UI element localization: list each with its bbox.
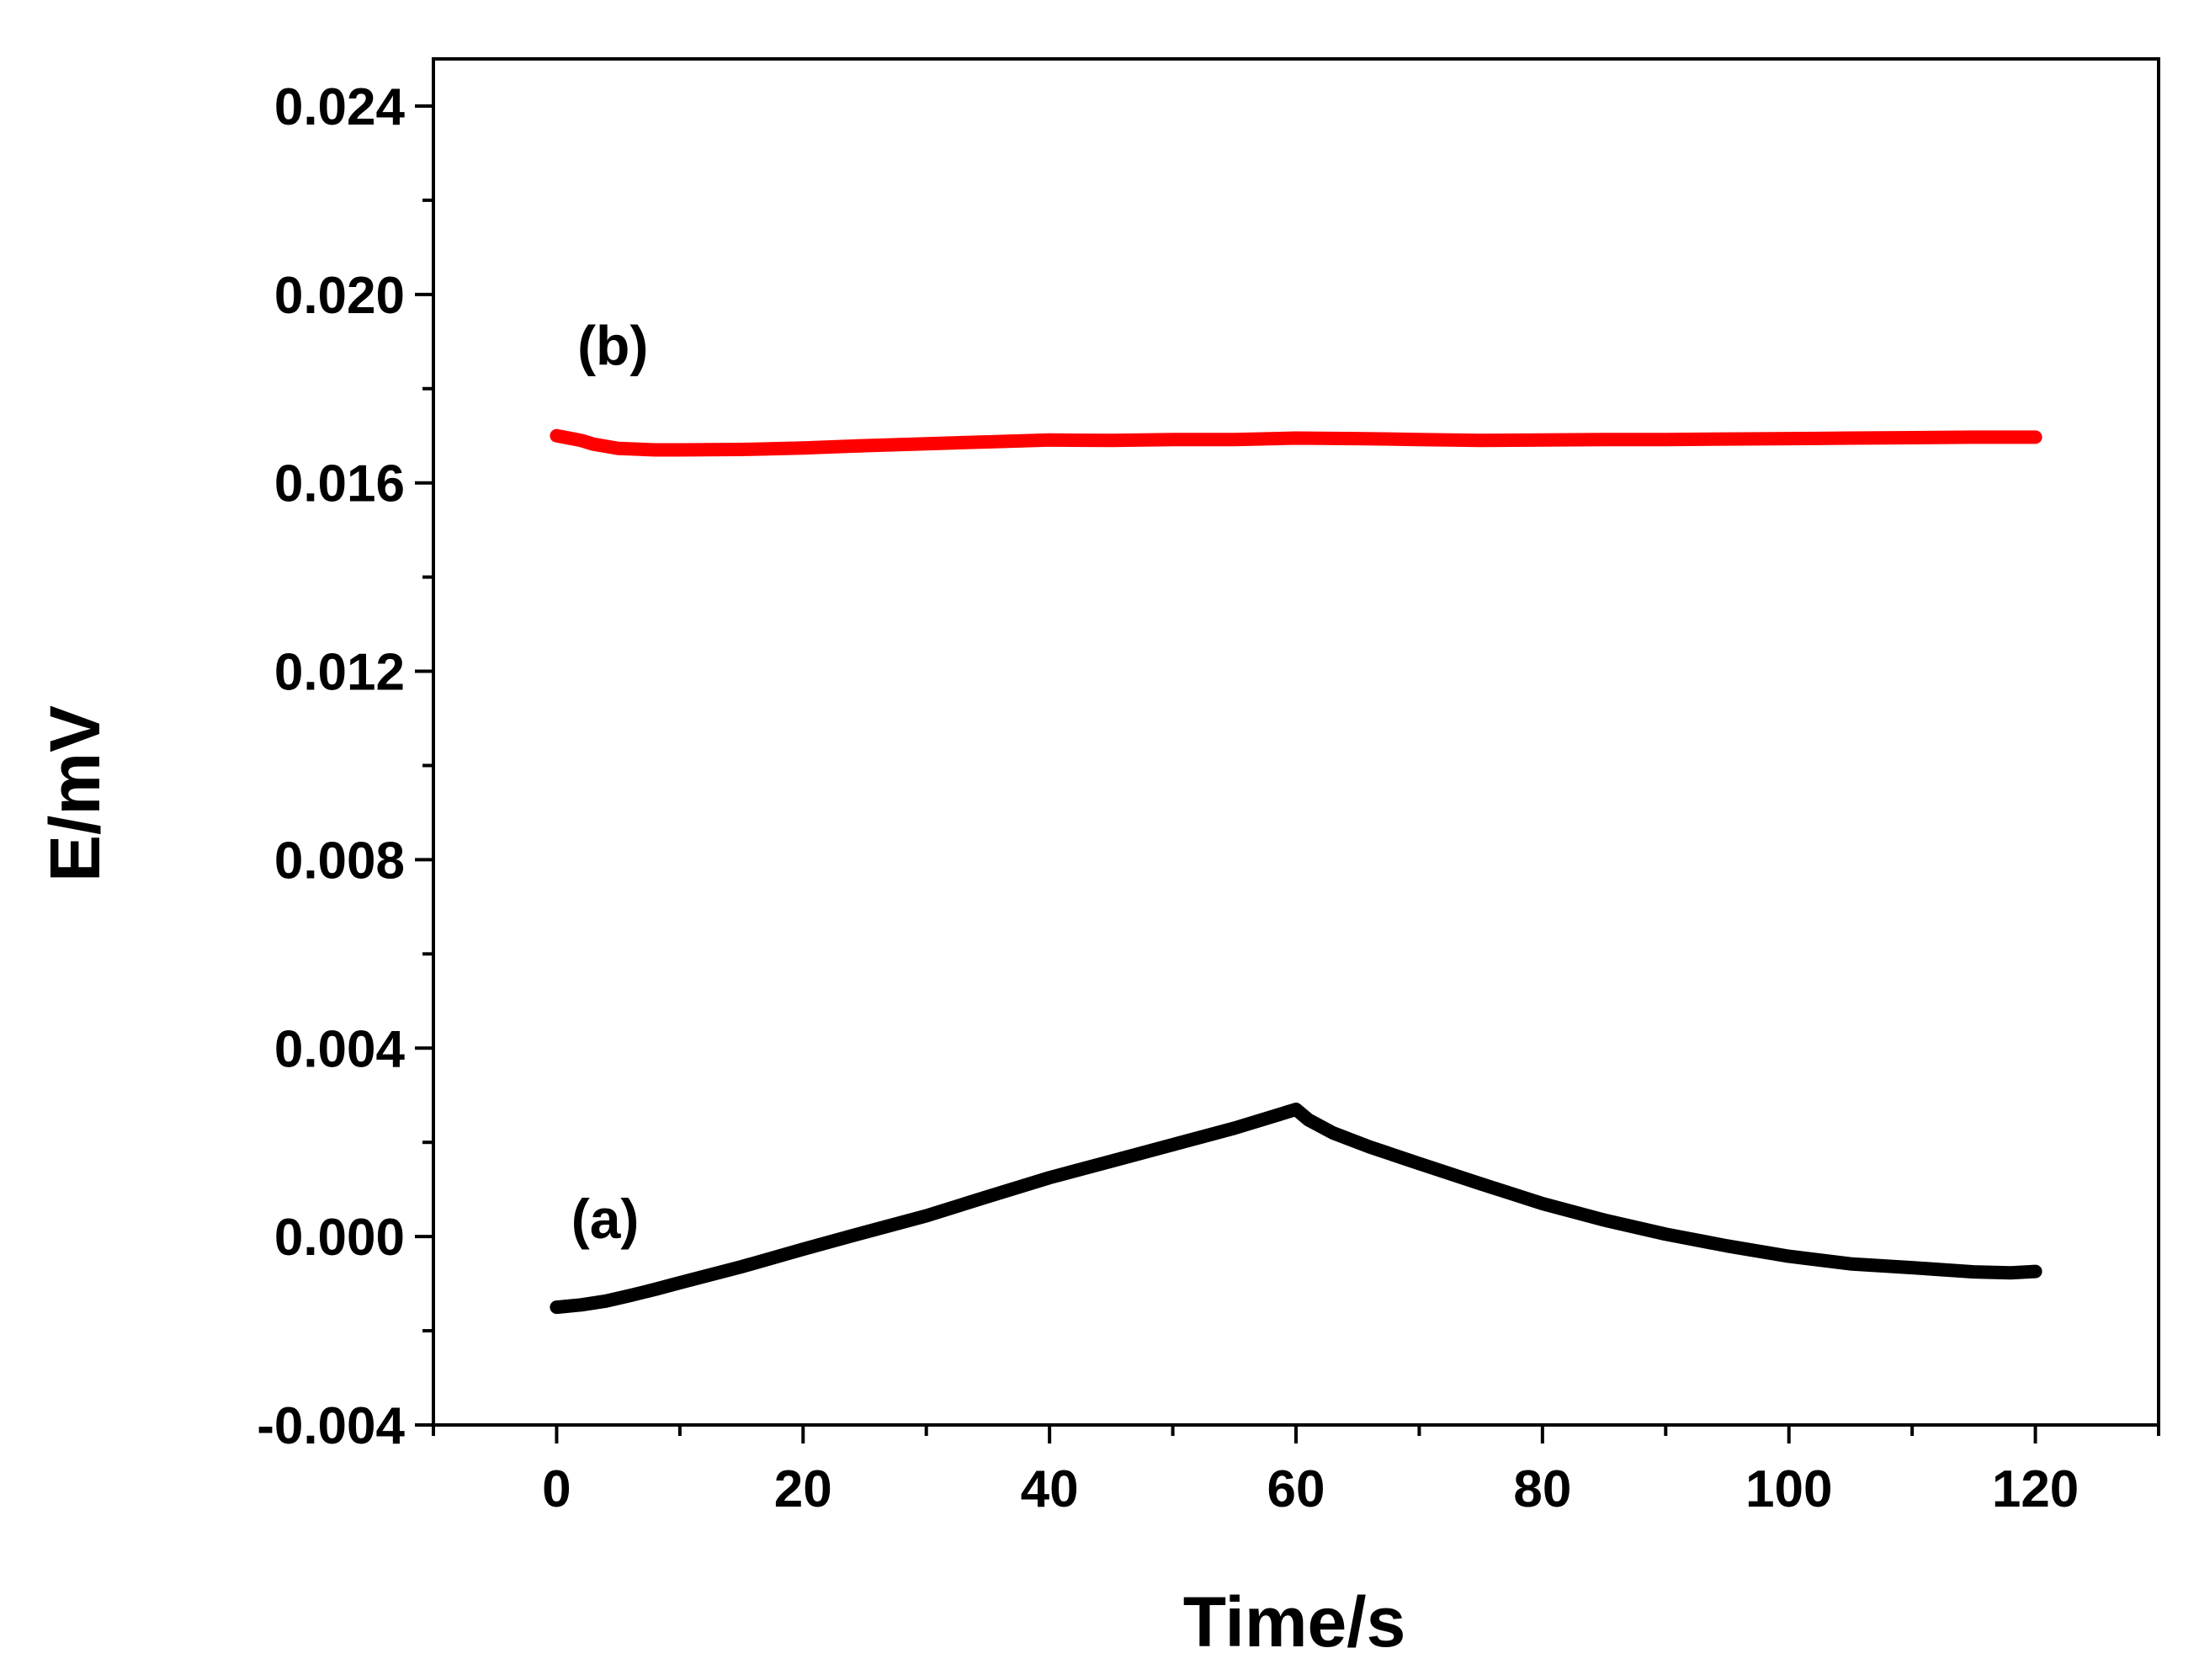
x-tick-label: 20 [774, 1460, 832, 1518]
y-axis-title: E/mV [35, 705, 114, 882]
y-tick-label: 0.020 [274, 267, 405, 325]
series-line-b [550, 428, 2042, 457]
axes-layer: 0 20 40 60 80 100 120 -0.004 0.000 0.004 0.008 0.01… [257, 57, 2160, 1518]
x-tick-label: 80 [1513, 1460, 1571, 1518]
series-layer [550, 428, 2042, 1315]
series-label-a: (a) [571, 1188, 640, 1250]
y-tick-label: 0.004 [274, 1020, 406, 1078]
x-tick-label: 120 [1992, 1460, 2079, 1518]
x-tick-label: 0 [542, 1460, 571, 1518]
y-tick-label: 0.024 [274, 78, 406, 136]
x-tick-label: 60 [1267, 1460, 1325, 1518]
y-tick-label: 0.012 [274, 644, 405, 702]
labels-layer: (a) (b) [571, 314, 649, 1250]
y-tick-label: -0.004 [257, 1397, 405, 1455]
y-tick-label: 0.016 [274, 455, 405, 513]
x-tick-label: 100 [1745, 1460, 1832, 1518]
y-tick-label: 0.008 [274, 832, 405, 890]
y-tick-label: 0.000 [274, 1209, 405, 1267]
series-label-b: (b) [577, 314, 648, 376]
x-axis-title: Time/s [1183, 1582, 1406, 1661]
x-tick-label: 40 [1021, 1460, 1079, 1518]
series-line-a [550, 1103, 2042, 1315]
